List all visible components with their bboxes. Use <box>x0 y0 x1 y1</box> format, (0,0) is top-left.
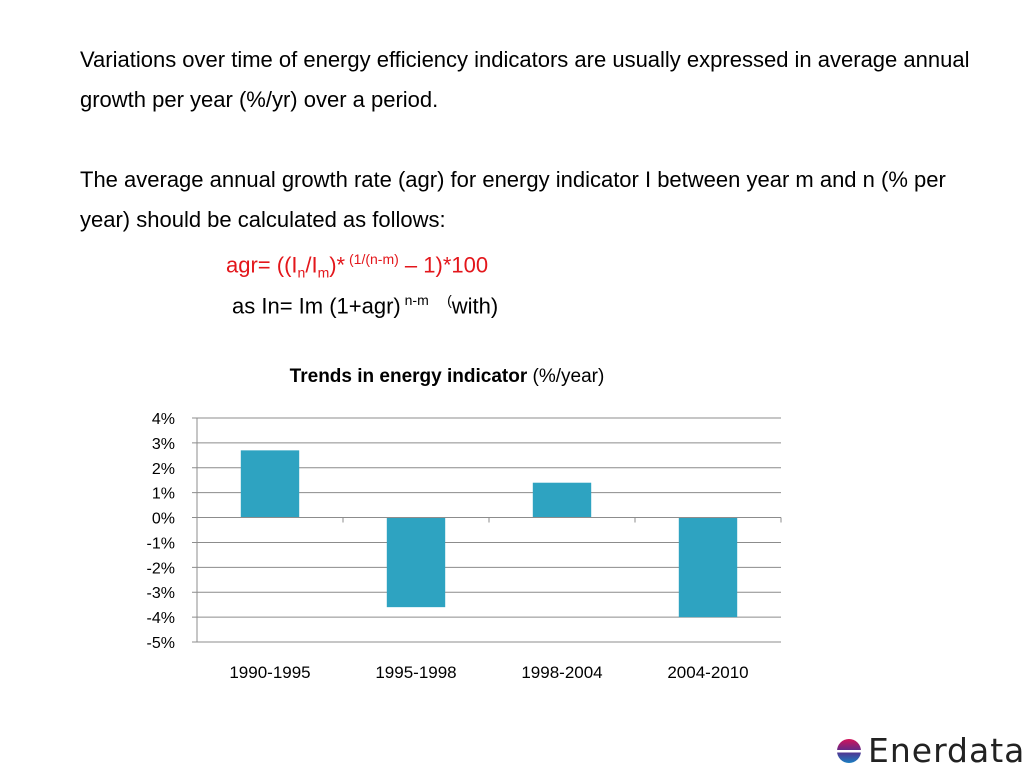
bars <box>240 450 738 618</box>
category-label: 1990-1995 <box>229 663 310 682</box>
growth-bar-chart: Trends in energy indicator (%/year) -5%-… <box>147 366 782 682</box>
y-tick-label: -2% <box>147 560 175 577</box>
formula-close: )* <box>329 252 346 278</box>
y-tick-label: 2% <box>152 461 175 478</box>
y-tick-label: -5% <box>147 635 175 652</box>
bar <box>386 517 446 608</box>
chart-title-main: Trends in energy indicator <box>290 366 528 387</box>
relation-suffix: with) <box>451 293 499 319</box>
enerdata-logo-text: Enerdata <box>868 731 1024 770</box>
y-tick-label: 0% <box>152 511 175 528</box>
formula-sub-m: m <box>317 264 330 281</box>
y-tick-label: -4% <box>147 610 175 627</box>
bar <box>678 517 738 618</box>
relation-prefix: as In= Im (1+agr) <box>232 293 401 319</box>
formula-sub-n: n <box>297 264 306 281</box>
formula-exponent: (1/(n-m) <box>345 251 399 267</box>
chart-title-unit: (%/year) <box>533 366 605 387</box>
enerdata-logo: Enerdata <box>836 731 1024 770</box>
relation-paren: ( <box>447 292 452 308</box>
y-tick-label: 3% <box>152 436 175 453</box>
enerdata-logo-icon <box>836 739 862 763</box>
y-tick-label: 1% <box>152 486 175 503</box>
relation-exponent: n-m <box>400 292 429 308</box>
agr-formula: agr= ((In/Im)* (1/(n-m) – 1)*100 <box>226 244 488 288</box>
y-tick-label: 4% <box>152 411 175 428</box>
bar <box>532 482 592 518</box>
agr-description-paragraph: The average annual growth rate (agr) for… <box>80 167 946 232</box>
bar <box>240 450 300 518</box>
category-label: 2004-2010 <box>667 663 748 682</box>
y-tick-label: -3% <box>147 585 175 602</box>
intro-paragraph: Variations over time of energy efficienc… <box>80 47 970 112</box>
axes <box>196 418 782 642</box>
formula-suffix: – 1)*100 <box>398 252 489 278</box>
category-label: 1998-2004 <box>521 663 602 682</box>
axis-labels: -5% -4% -3% -2% -1% 0% 1% 2% 3% 4% 1990-1995 1995-1… <box>147 411 749 682</box>
growth-relation-formula: as In= Im (1+agr) n-m (with) <box>232 285 498 321</box>
formula-slash: /I <box>305 252 318 278</box>
y-tick-label: -1% <box>147 535 175 552</box>
chart-title: Trends in energy indicator (%/year) <box>290 366 605 387</box>
category-label: 1995-1998 <box>375 663 456 682</box>
formula-prefix: agr= ((I <box>226 252 298 278</box>
